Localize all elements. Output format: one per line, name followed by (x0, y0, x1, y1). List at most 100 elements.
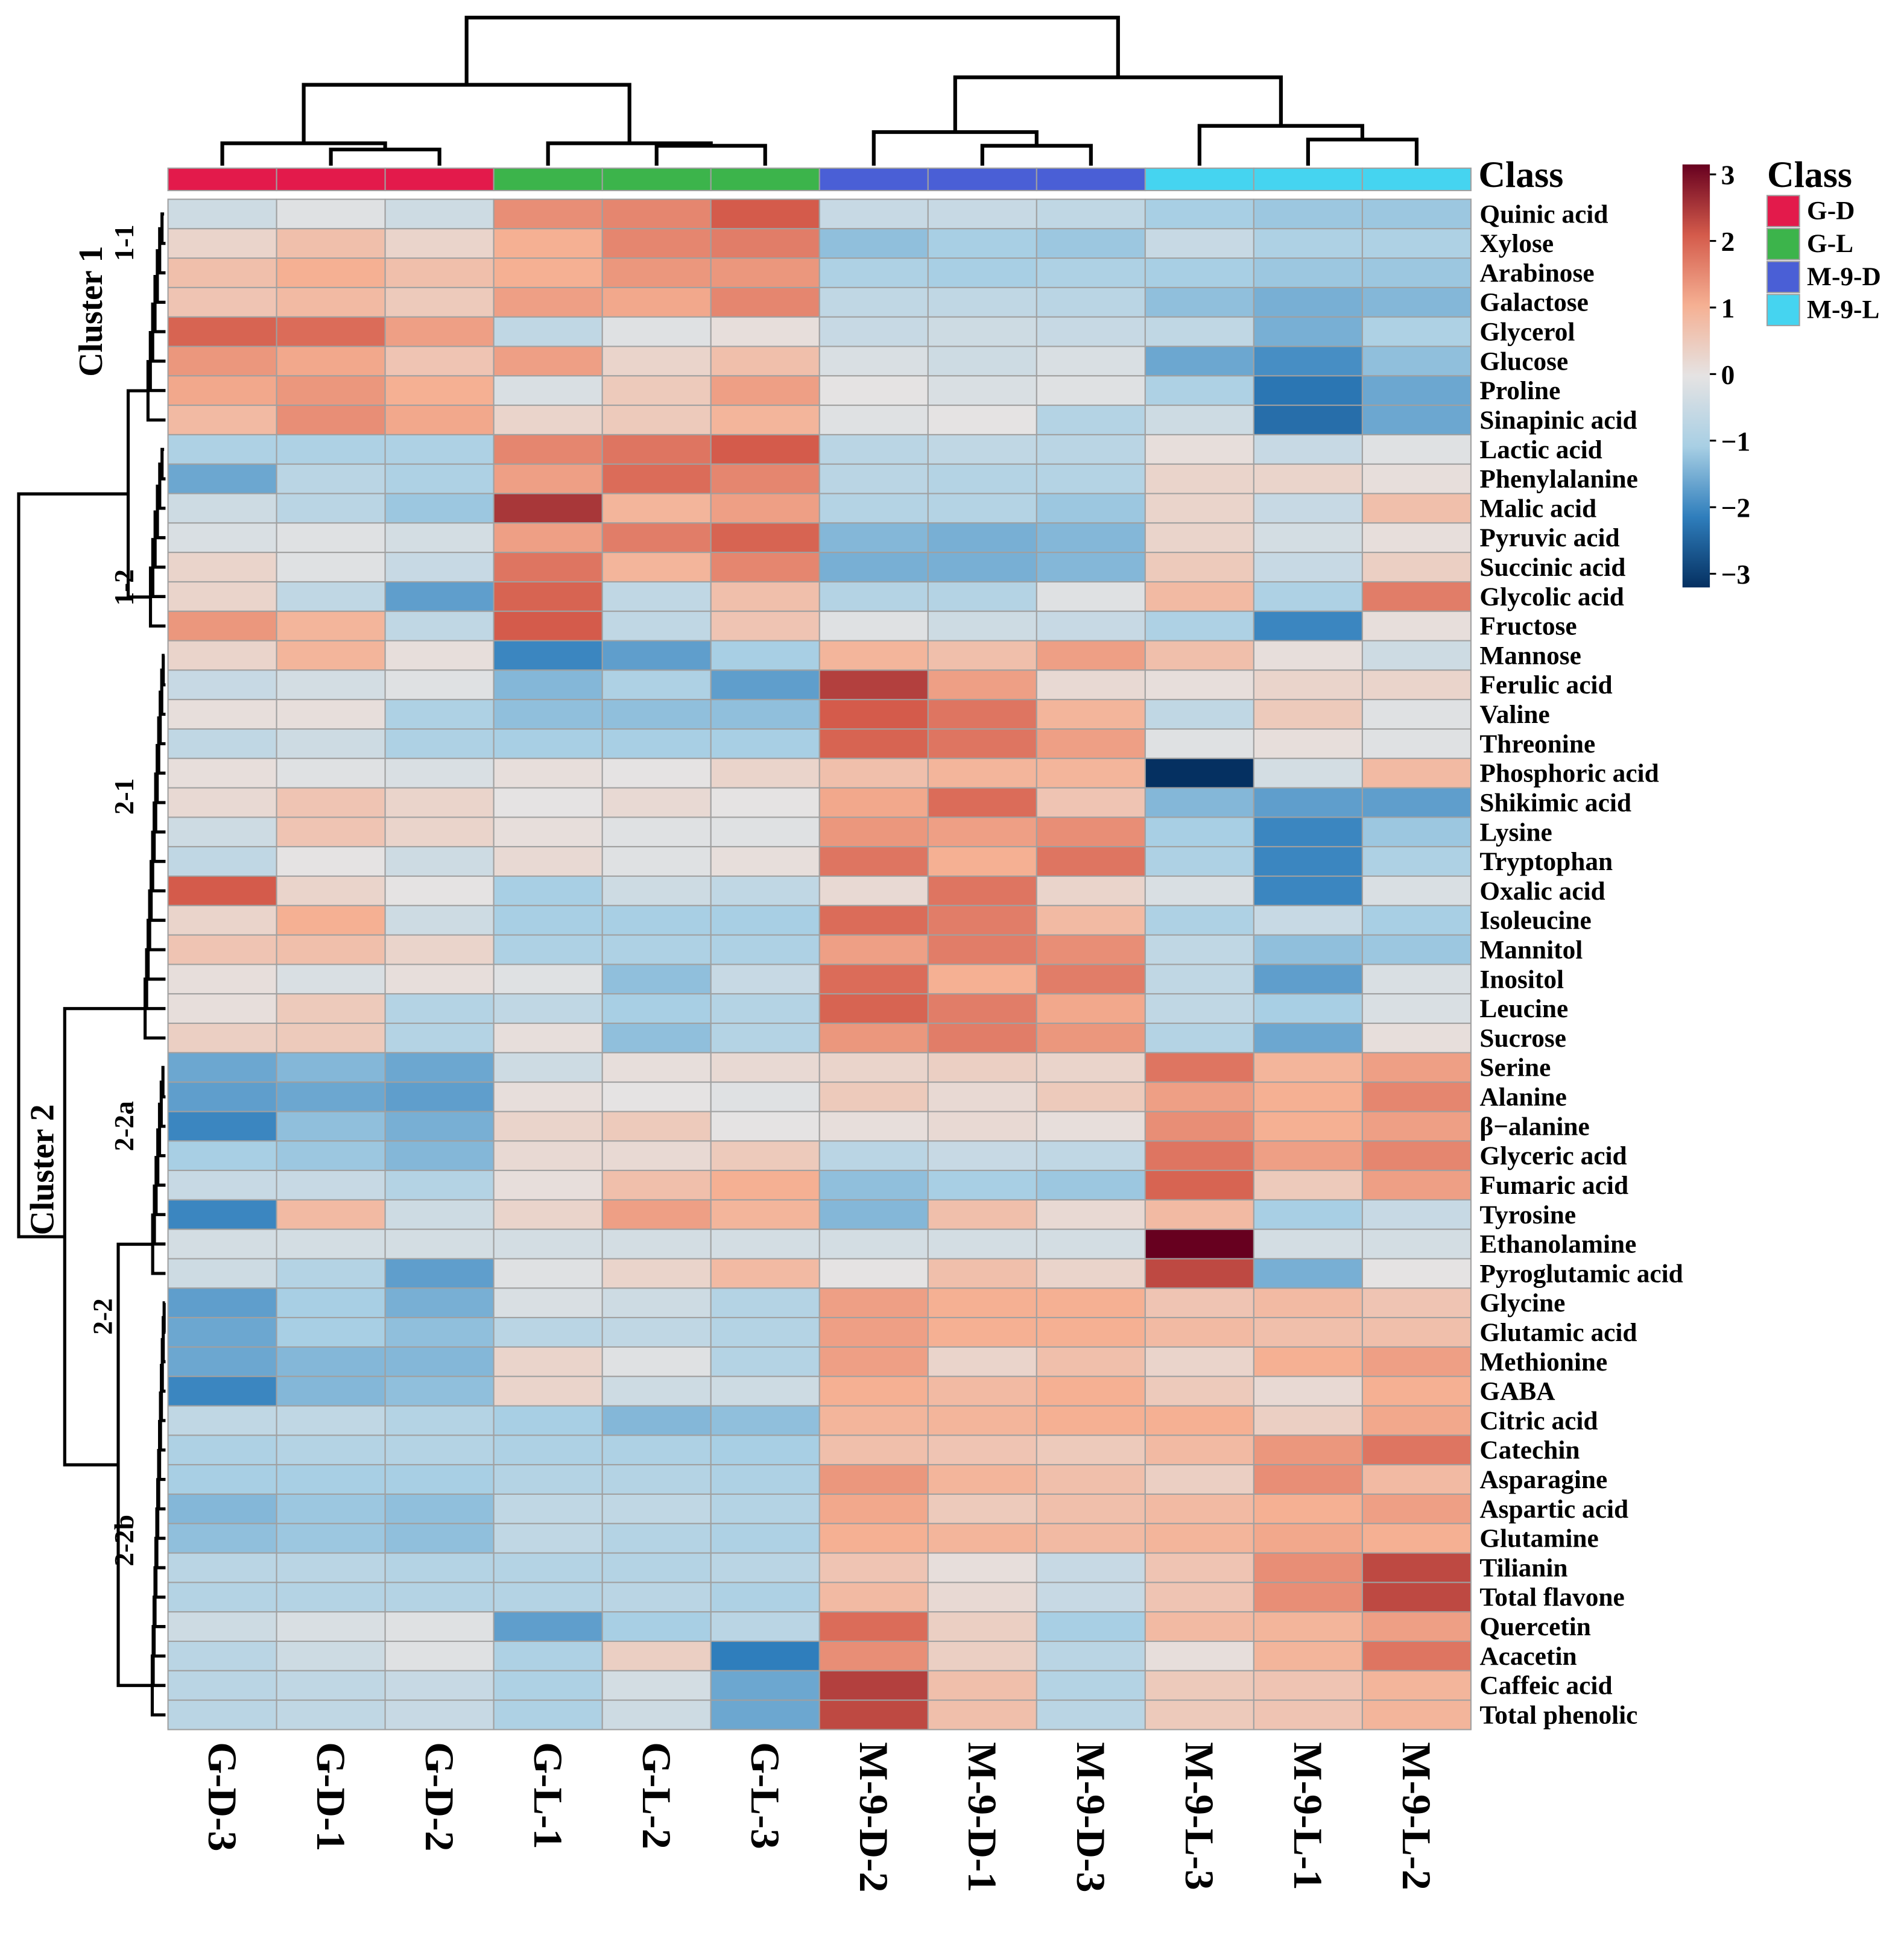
heatmap-cell (493, 1111, 603, 1142)
heatmap-cell (167, 728, 277, 759)
column-labels: G-D-3 G-D-1 G-D-2 G-L-1 G-L-2 G-L-3 M-9-D-2 M-9… (200, 1742, 1440, 1893)
heatmap-cell (710, 257, 820, 288)
heatmap-cell (167, 228, 277, 259)
heatmap-cell (601, 904, 712, 936)
heatmap-cell (1253, 375, 1363, 406)
dendrogram-branch (329, 147, 441, 166)
heatmap-cell (167, 876, 277, 906)
heatmap-cell (1036, 581, 1146, 612)
heatmap-cell (493, 728, 603, 759)
heatmap-cell (1253, 552, 1363, 582)
heatmap-cell (818, 816, 929, 848)
dendrogram-branch (162, 1301, 166, 1334)
heatmap-cell (1144, 257, 1254, 288)
heatmap-cell (1036, 522, 1146, 554)
heatmap-cell (1361, 1405, 1472, 1436)
heatmap-cell (1253, 816, 1363, 848)
heatmap-cell (818, 552, 929, 582)
heatmap-cell (493, 1522, 603, 1554)
column-label: M-9-D-2 (851, 1742, 897, 1893)
dendrogram-branch (17, 492, 128, 1238)
heatmap-cell (601, 934, 712, 965)
heatmap-cell (384, 846, 495, 877)
row-label: Caffeic acid (1479, 1671, 1612, 1700)
heatmap-cell (167, 405, 277, 435)
heatmap-cell (818, 1699, 929, 1731)
heatmap-cell (1144, 964, 1254, 995)
heatmap-cell (493, 552, 603, 582)
heatmap-cell (1036, 1375, 1146, 1407)
heatmap-cell (927, 1140, 1037, 1172)
heatmap-cell (1253, 846, 1363, 877)
heatmap-cell (1361, 463, 1472, 494)
heatmap-cell (818, 522, 929, 554)
heatmap-cell (601, 816, 712, 848)
heatmap-cell (493, 1493, 603, 1524)
heatmap-cell (1144, 1170, 1254, 1201)
heatmap-cell (1036, 1199, 1146, 1230)
dendrogram-branch (156, 484, 166, 540)
heatmap-cell (710, 1611, 820, 1642)
heatmap-cell (1036, 1258, 1146, 1289)
column-label: G-L-3 (742, 1742, 788, 1849)
heatmap-cell (1253, 699, 1363, 730)
heatmap-cell (1036, 375, 1146, 406)
heatmap-cell (276, 1640, 386, 1671)
heatmap-cell (710, 1640, 820, 1671)
heatmap-cell (1361, 1023, 1472, 1053)
color-scale-legend: 3 2 1 0 −1 −2 −3 (1682, 160, 1750, 590)
dendrogram-branch (654, 144, 767, 166)
heatmap-cell (1144, 1140, 1254, 1172)
heatmap-cell (1144, 1317, 1254, 1348)
heatmap-cell (1361, 434, 1472, 465)
heatmap-cell (710, 1052, 820, 1083)
heatmap-cell (167, 1493, 277, 1524)
heatmap-cell (493, 610, 603, 642)
colorbar-tick-label: 0 (1721, 360, 1735, 390)
heatmap-cell (384, 1111, 495, 1142)
heatmap-cell (601, 846, 712, 877)
heatmap-cell (1361, 1434, 1472, 1466)
heatmap-cell (927, 1699, 1037, 1731)
heatmap-cell (1361, 346, 1472, 377)
heatmap-cell (167, 640, 277, 671)
heatmap-cell (601, 669, 712, 701)
heatmap-cell (1253, 1405, 1363, 1436)
heatmap-cell (1036, 1140, 1146, 1172)
heatmap-cell (1361, 198, 1472, 230)
heatmap-cell (1253, 257, 1363, 288)
dendrogram-branch (162, 654, 166, 687)
heatmap-cell (927, 1023, 1037, 1053)
heatmap-cell (710, 1346, 820, 1377)
heatmap-cell (276, 1434, 386, 1466)
heatmap-cell (1361, 669, 1472, 701)
heatmap-cell (384, 375, 495, 406)
colorbar-gradient (1682, 164, 1710, 588)
heatmap-cell (927, 1258, 1037, 1289)
heatmap-cell (276, 964, 386, 995)
heatmap-cell (818, 1081, 929, 1112)
heatmap-cell (601, 463, 712, 494)
heatmap-cell (276, 1699, 386, 1731)
heatmap-cell (1144, 552, 1254, 582)
heatmap-cell (601, 1670, 712, 1701)
heatmap-cell (927, 1317, 1037, 1348)
heatmap-cell (1144, 316, 1254, 347)
heatmap-cell (1253, 1522, 1363, 1554)
heatmap-cell (384, 699, 495, 730)
column-label: M-9-L-2 (1394, 1742, 1440, 1890)
heatmap-cell (927, 1111, 1037, 1142)
heatmap-cell (167, 934, 277, 965)
heatmap-cell (818, 1582, 929, 1613)
heatmap-cell (927, 934, 1037, 965)
heatmap-cell (276, 1287, 386, 1319)
dendrogram-branch (980, 144, 1093, 166)
dendrogram-branch (153, 510, 166, 569)
heatmap-cell (818, 257, 929, 288)
heatmap-cell (167, 1170, 277, 1201)
heatmap-cell (167, 964, 277, 995)
heatmap-cell (1361, 757, 1472, 789)
heatmap-cell (384, 1640, 495, 1671)
heatmap-cell (1253, 1582, 1363, 1613)
